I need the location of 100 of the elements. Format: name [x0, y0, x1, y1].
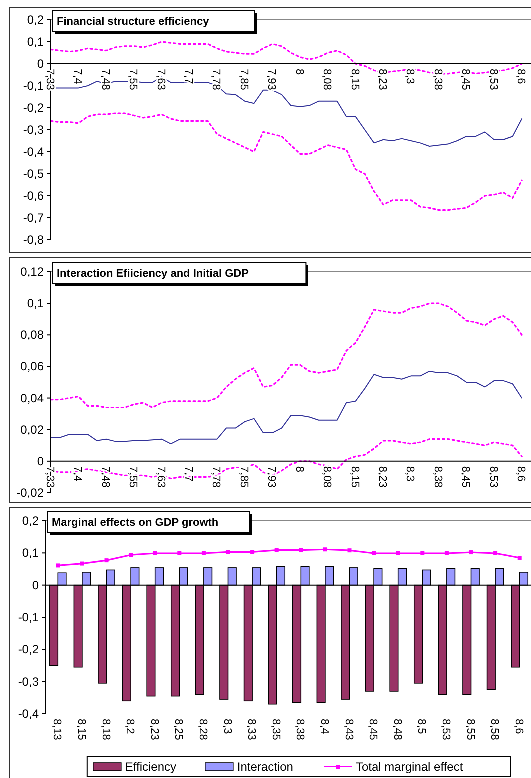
x-tick-label: 8,55	[464, 719, 476, 740]
x-tick-label: 8,53	[487, 69, 500, 90]
x-tick-label: 7,48	[99, 466, 112, 488]
y-tick-label: -0,3	[18, 674, 40, 689]
point	[494, 551, 498, 556]
x-tick-label: 7,55	[127, 466, 140, 488]
x-tick-label: 7,78	[210, 466, 222, 488]
x-tick-label: 8,23	[376, 69, 388, 90]
y-tick-label: -0,2	[23, 101, 44, 115]
y-tick-label: 0,12	[20, 265, 44, 279]
line-series	[50, 370, 523, 445]
x-tick-label: 8,6	[512, 719, 525, 734]
legend-label: Total marginal effect	[356, 760, 464, 774]
x-tick-label: 7,55	[127, 69, 140, 90]
point	[396, 551, 400, 556]
point	[518, 556, 522, 560]
x-tick-label: 8,15	[75, 719, 88, 740]
x-tick-label: 8,53	[487, 466, 500, 488]
point	[104, 558, 109, 563]
x-tick-label: 8,23	[376, 466, 388, 488]
point	[178, 551, 182, 556]
point	[226, 550, 230, 554]
x-tick-label: 8,38	[294, 719, 306, 740]
y-tick-label: 0,06	[20, 360, 44, 374]
x-tick-label: 7,93	[266, 466, 278, 488]
x-tick-label: 7,7	[182, 466, 195, 482]
x-tick-label: 8,08	[321, 466, 334, 488]
legend-label: Efficiency	[125, 760, 177, 774]
y-tick-label: 0,08	[20, 328, 44, 342]
y-tick-label: 0,2	[27, 13, 44, 27]
x-tick-label: 8,33	[246, 719, 258, 740]
x-tick-label: 7,85	[238, 466, 250, 488]
x-tick-label: 8,08	[321, 69, 334, 90]
chart-title: Marginal effects on GDP growth	[52, 517, 219, 529]
x-tick-label: 8,2	[124, 719, 136, 734]
x-tick-label: 8,53	[440, 719, 452, 740]
point	[348, 548, 352, 553]
x-tick-label: 8,28	[196, 719, 209, 740]
point	[250, 550, 255, 554]
chart-title: Financial structure efficiency	[57, 16, 210, 28]
y-tick-label: -0,2	[18, 642, 40, 657]
x-tick-label: 8,15	[348, 466, 361, 488]
x-tick-label: 8,38	[432, 466, 444, 488]
x-tick-label: 8,45	[367, 719, 380, 740]
x-tick-label: 7,4	[72, 466, 84, 482]
x-tick-label: 8,3	[404, 69, 416, 84]
y-tick-label: -0,1	[23, 79, 44, 93]
point	[372, 551, 376, 556]
x-tick-label: 8,5	[416, 719, 428, 734]
y-tick-label: -0,5	[23, 167, 44, 181]
x-tick-label: 8,48	[391, 719, 404, 740]
point	[202, 551, 206, 556]
point	[444, 551, 449, 556]
y-tick-label: 0,2	[22, 514, 40, 528]
x-tick-label: 8,15	[348, 69, 361, 90]
y-tick-label: -0,1	[18, 610, 40, 624]
x-tick-label: 8,6	[515, 466, 528, 482]
point	[56, 564, 60, 568]
y-tick-label: 0	[32, 578, 40, 592]
x-tick-label: 7,33	[44, 466, 56, 488]
x-tick-label: 8,23	[148, 719, 160, 740]
x-tick-label: 7,78	[210, 69, 222, 90]
x-tick-label: 7,93	[266, 69, 278, 90]
x-tick-label: 7,7	[182, 69, 195, 84]
chart-title: Interaction Efiiciency and Initial GDP	[57, 268, 249, 280]
point	[153, 551, 158, 556]
x-tick-label: 8	[293, 69, 306, 76]
y-tick-label: 0	[37, 454, 44, 468]
x-tick-label: 8,35	[270, 719, 282, 740]
x-tick-label: 8,3	[404, 466, 416, 482]
x-tick-label: 8,45	[460, 466, 472, 488]
x-tick-label: 8,58	[488, 719, 501, 740]
y-tick-label: -0,4	[23, 145, 44, 159]
x-tick-label: 7,63	[154, 466, 167, 488]
y-tick-label: -0,7	[23, 211, 44, 225]
point	[274, 548, 279, 552]
y-tick-label: -0,8	[23, 233, 44, 247]
x-tick-label: 8,6	[515, 69, 528, 84]
x-tick-label: 7,33	[44, 69, 56, 90]
x-tick-label: 8,13	[51, 719, 64, 740]
y-tick-label: 0,1	[27, 35, 44, 49]
x-tick-label: 7,63	[154, 69, 167, 90]
point	[129, 553, 134, 558]
x-tick-label: 8,3	[221, 719, 234, 734]
legend-label: Interaction	[237, 760, 294, 774]
x-tick-label: 8,18	[100, 719, 112, 740]
y-tick-label: -0,3	[23, 123, 44, 137]
y-tick-label: -0,6	[23, 189, 44, 203]
point	[299, 548, 304, 552]
y-tick-label: 0	[37, 57, 44, 71]
y-tick-label: 0,02	[20, 422, 44, 437]
x-tick-label: 8,25	[172, 719, 185, 740]
x-tick-label: 7,48	[99, 69, 112, 90]
x-tick-label: 7,4	[72, 69, 84, 84]
line-series	[50, 302, 523, 409]
x-tick-label: 8	[293, 466, 306, 473]
x-tick-label: 8,4	[318, 719, 330, 734]
point	[323, 548, 328, 552]
x-tick-label: 8,38	[432, 69, 444, 90]
y-tick-label: 0,1	[27, 296, 44, 311]
